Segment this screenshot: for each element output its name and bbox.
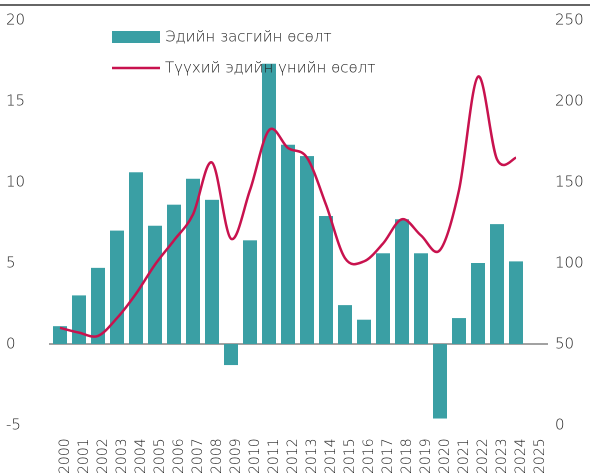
x-tick-label: 2016	[361, 438, 377, 474]
bar	[357, 319, 371, 344]
x-tick-label: 2021	[456, 438, 472, 474]
x-tick-label: 2010	[247, 438, 263, 474]
x-tick-label: 2009	[228, 438, 244, 474]
y2-tick-label: 200	[555, 92, 584, 110]
y-tick-label: 10	[6, 173, 25, 191]
bar	[490, 224, 504, 344]
x-tick-label: 2015	[342, 438, 358, 474]
legend-label: Түүхий эдийн үнийн өсөлт	[165, 59, 376, 77]
bar	[395, 219, 409, 344]
x-tick-label: 2000	[57, 438, 73, 474]
bar	[300, 156, 314, 344]
x-tick-label: 2005	[152, 438, 168, 474]
bar	[281, 144, 295, 344]
x-tick-label: 2003	[114, 438, 130, 474]
x-tick-label: 2007	[190, 438, 206, 474]
x-tick-label: 2006	[171, 438, 187, 474]
legend-swatch	[112, 31, 160, 43]
x-tick-label: 2004	[133, 438, 149, 474]
y2-tick-label: 100	[555, 254, 584, 272]
x-tick-label: 2008	[209, 438, 225, 474]
bar	[376, 253, 390, 344]
x-tick-label: 2020	[437, 438, 453, 474]
bar	[262, 63, 276, 345]
legend-label: Эдийн засгийн өсөлт	[165, 28, 332, 46]
y2-tick-label: 50	[555, 335, 574, 353]
x-tick-label: 2011	[266, 438, 282, 474]
x-tick-label: 2002	[95, 438, 111, 474]
bar	[91, 267, 105, 344]
y2-tick-label: 150	[555, 173, 584, 191]
bar	[110, 230, 124, 344]
bar	[471, 263, 485, 344]
x-tick-label: 2025	[532, 438, 548, 474]
x-tick-label: 2017	[380, 438, 396, 474]
bar	[129, 172, 143, 344]
bar	[433, 344, 447, 419]
y-tick-label: -5	[6, 416, 21, 434]
y2-tick-label: 250	[555, 11, 584, 29]
y-tick-label: 0	[6, 335, 16, 353]
bar	[452, 318, 466, 344]
x-tick-label: 2014	[323, 438, 339, 474]
bar	[205, 199, 219, 344]
x-tick-label: 2023	[494, 438, 510, 474]
bar	[509, 261, 523, 344]
bar	[167, 204, 181, 344]
x-tick-label: 2018	[399, 438, 415, 474]
y-tick-label: 15	[6, 92, 25, 110]
line	[59, 75, 517, 338]
bar	[319, 216, 333, 344]
y2-tick-label: 0	[555, 416, 565, 434]
x-tick-label: 2019	[418, 438, 434, 474]
bar	[53, 326, 67, 344]
bar	[338, 305, 352, 344]
bar	[148, 225, 162, 344]
bar	[224, 344, 238, 366]
bar	[72, 295, 86, 344]
bar	[414, 253, 428, 344]
x-tick-label: 2001	[76, 438, 92, 474]
x-tick-label: 2024	[513, 438, 529, 474]
y-tick-label: 5	[6, 254, 16, 272]
y-tick-label: 20	[6, 11, 25, 29]
x-tick-label: 2013	[304, 438, 320, 474]
bar	[243, 240, 257, 344]
x-tick-label: 2022	[475, 438, 491, 474]
x-tick-label: 2012	[285, 438, 301, 474]
